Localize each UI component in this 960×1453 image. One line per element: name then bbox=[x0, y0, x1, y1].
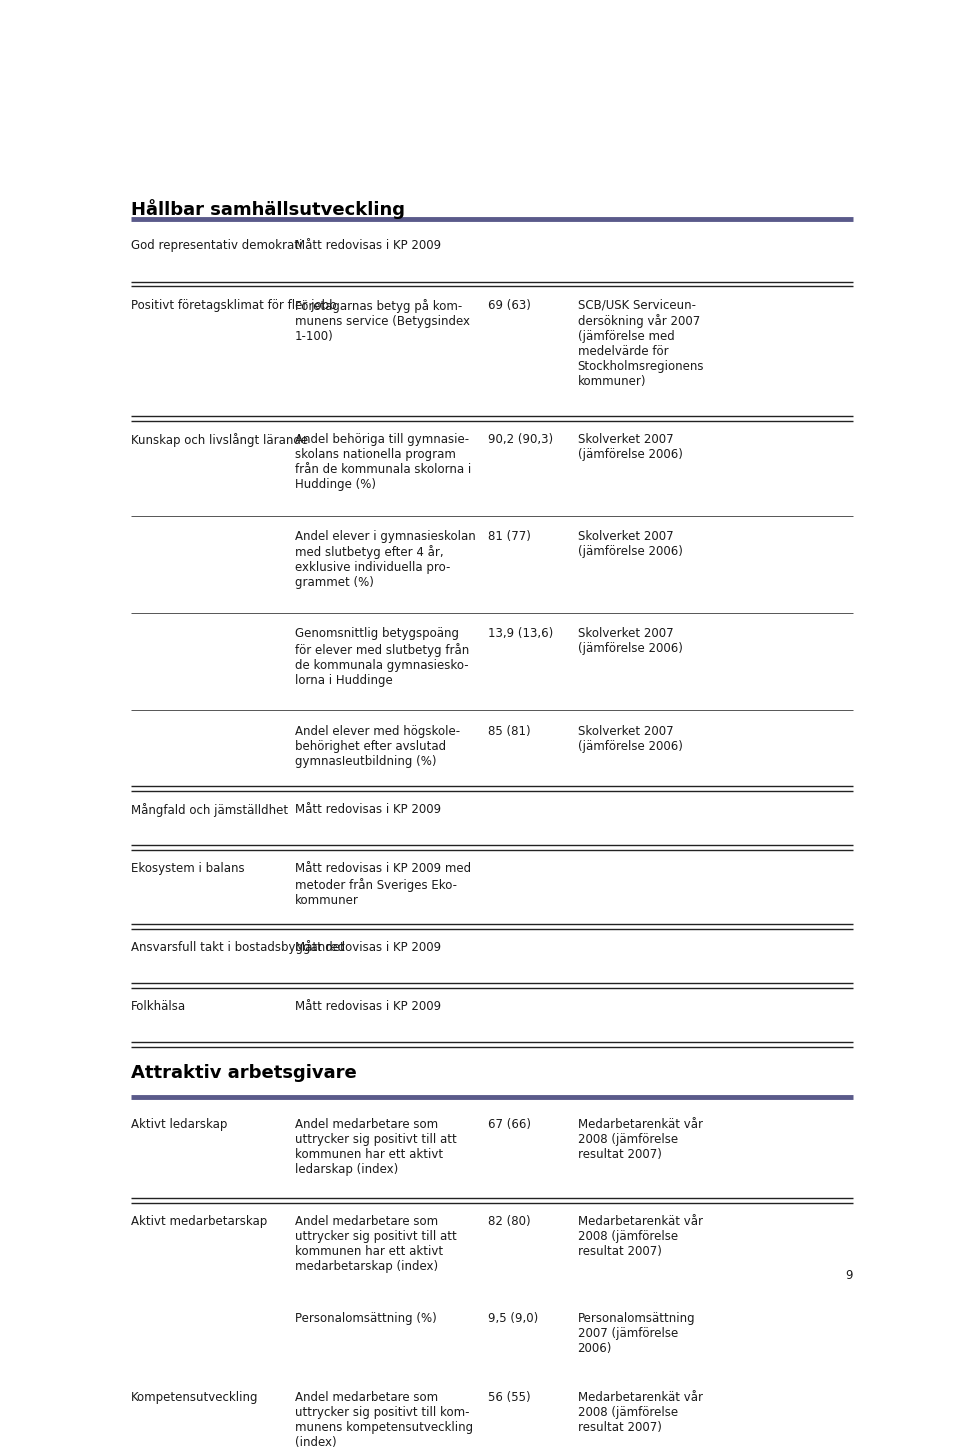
Text: Folkhälsa: Folkhälsa bbox=[132, 1000, 186, 1013]
Text: Aktivt ledarskap: Aktivt ledarskap bbox=[132, 1117, 228, 1130]
Text: 9: 9 bbox=[846, 1268, 852, 1282]
Text: 13,9 (13,6): 13,9 (13,6) bbox=[489, 628, 554, 641]
Text: Mångfald och jämställdhet: Mångfald och jämställdhet bbox=[132, 804, 288, 817]
Text: Mått redovisas i KP 2009: Mått redovisas i KP 2009 bbox=[295, 240, 441, 253]
Text: Skolverket 2007
(jämförelse 2006): Skolverket 2007 (jämförelse 2006) bbox=[578, 433, 683, 461]
Text: Mått redovisas i KP 2009: Mått redovisas i KP 2009 bbox=[295, 940, 441, 953]
Text: Andel elever i gymnasieskolan
med slutbetyg efter 4 år,
exklusive individuella p: Andel elever i gymnasieskolan med slutbe… bbox=[295, 530, 475, 590]
Text: Medarbetarenkät vår
2008 (jämförelse
resultat 2007): Medarbetarenkät vår 2008 (jämförelse res… bbox=[578, 1215, 703, 1258]
Text: Personalomsättning (%): Personalomsättning (%) bbox=[295, 1312, 437, 1325]
Text: Kunskap och livslångt lärande: Kunskap och livslångt lärande bbox=[132, 433, 308, 446]
Text: Medarbetarenkät vår
2008 (jämförelse
resultat 2007): Medarbetarenkät vår 2008 (jämförelse res… bbox=[578, 1117, 703, 1161]
Text: Medarbetarenkät vår
2008 (jämförelse
resultat 2007): Medarbetarenkät vår 2008 (jämförelse res… bbox=[578, 1391, 703, 1434]
Text: Mått redovisas i KP 2009: Mått redovisas i KP 2009 bbox=[295, 1000, 441, 1013]
Text: 9,5 (9,0): 9,5 (9,0) bbox=[489, 1312, 539, 1325]
Text: 82 (80): 82 (80) bbox=[489, 1215, 531, 1228]
Text: Hållbar samhällsutveckling: Hållbar samhällsutveckling bbox=[132, 199, 405, 219]
Text: Andel medarbetare som
uttrycker sig positivt till att
kommunen har ett aktivt
le: Andel medarbetare som uttrycker sig posi… bbox=[295, 1117, 457, 1175]
Text: Skolverket 2007
(jämförelse 2006): Skolverket 2007 (jämförelse 2006) bbox=[578, 725, 683, 753]
Text: Mått redovisas i KP 2009: Mått redovisas i KP 2009 bbox=[295, 804, 441, 817]
Text: Kompetensutveckling: Kompetensutveckling bbox=[132, 1391, 258, 1404]
Text: Mått redovisas i KP 2009 med
metoder från Sveriges Eko-
kommuner: Mått redovisas i KP 2009 med metoder frå… bbox=[295, 863, 471, 907]
Text: 90,2 (90,3): 90,2 (90,3) bbox=[489, 433, 553, 446]
Text: Skolverket 2007
(jämförelse 2006): Skolverket 2007 (jämförelse 2006) bbox=[578, 530, 683, 558]
Text: Andel medarbetare som
uttrycker sig positivt till kom-
munens kompetensutvecklin: Andel medarbetare som uttrycker sig posi… bbox=[295, 1391, 473, 1449]
Text: Aktivt medarbetarskap: Aktivt medarbetarskap bbox=[132, 1215, 268, 1228]
Text: Ekosystem i balans: Ekosystem i balans bbox=[132, 863, 245, 875]
Text: God representativ demokrati: God representativ demokrati bbox=[132, 240, 302, 253]
Text: Företagarnas betyg på kom-
munens service (Betygsindex
1-100): Företagarnas betyg på kom- munens servic… bbox=[295, 298, 469, 343]
Text: Attraktiv arbetsgivare: Attraktiv arbetsgivare bbox=[132, 1064, 357, 1082]
Text: Andel medarbetare som
uttrycker sig positivt till att
kommunen har ett aktivt
me: Andel medarbetare som uttrycker sig posi… bbox=[295, 1215, 457, 1273]
Text: Genomsnittlig betygspoäng
för elever med slutbetyg från
de kommunala gymnasiesko: Genomsnittlig betygspoäng för elever med… bbox=[295, 628, 469, 687]
Text: Ansvarsfull takt i bostadsbyggandet: Ansvarsfull takt i bostadsbyggandet bbox=[132, 940, 345, 953]
Text: Andel elever med högskole-
behörighet efter avslutad
gymnasIeutbildning (%): Andel elever med högskole- behörighet ef… bbox=[295, 725, 460, 767]
Text: Skolverket 2007
(jämförelse 2006): Skolverket 2007 (jämförelse 2006) bbox=[578, 628, 683, 655]
Text: 85 (81): 85 (81) bbox=[489, 725, 531, 738]
Text: SCB/USK Serviceun-
dersökning vår 2007
(jämförelse med
medelvärde för
Stockholms: SCB/USK Serviceun- dersökning vår 2007 (… bbox=[578, 298, 704, 388]
Text: Andel behöriga till gymnasie-
skolans nationella program
från de kommunala skolo: Andel behöriga till gymnasie- skolans na… bbox=[295, 433, 471, 491]
Text: 67 (66): 67 (66) bbox=[489, 1117, 531, 1130]
Text: 56 (55): 56 (55) bbox=[489, 1391, 531, 1404]
Text: Personalomsättning
2007 (jämförelse
2006): Personalomsättning 2007 (jämförelse 2006… bbox=[578, 1312, 695, 1356]
Text: 69 (63): 69 (63) bbox=[489, 298, 531, 311]
Text: Positivt företagsklimat för fler jobb: Positivt företagsklimat för fler jobb bbox=[132, 298, 337, 311]
Text: 81 (77): 81 (77) bbox=[489, 530, 531, 543]
